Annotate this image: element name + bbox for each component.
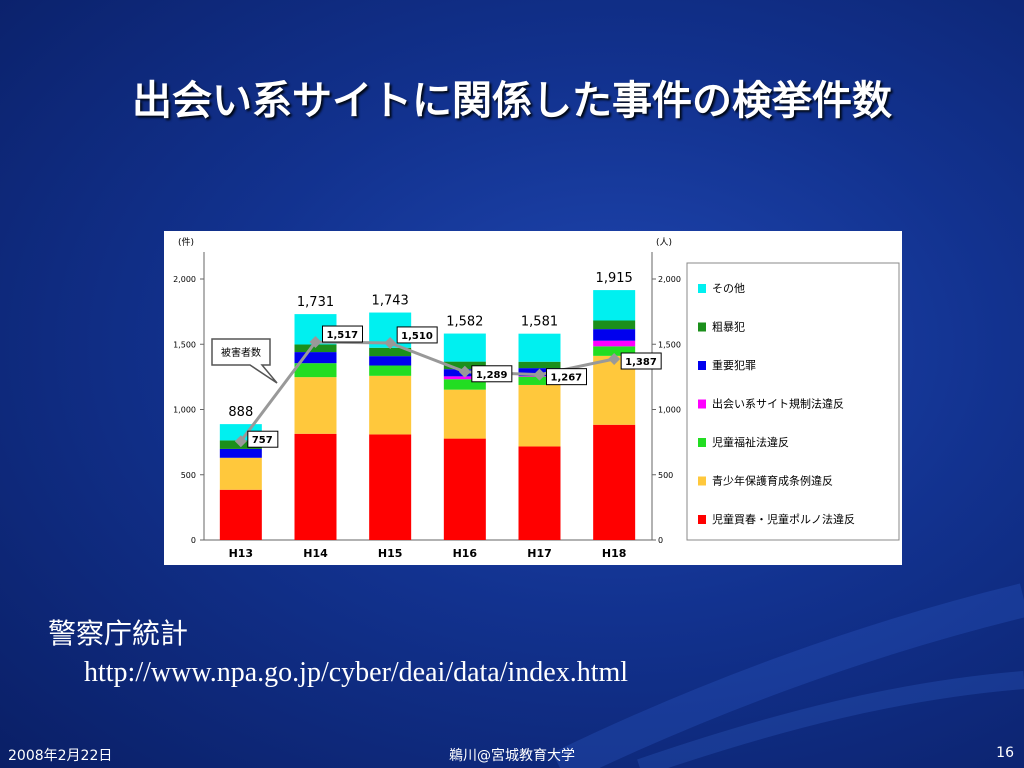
victims-point (533, 368, 546, 381)
bar-segment (518, 333, 561, 362)
y-tick-label-left: 1,000 (173, 406, 196, 415)
legend-label: その他 (712, 282, 745, 295)
y-tick-label-right: 1,500 (658, 340, 681, 349)
legend-label: 出会い系サイト規制法違反 (712, 397, 844, 411)
victims-label: 1,517 (327, 330, 359, 341)
bar-segment (443, 361, 486, 370)
victims-label-box (322, 325, 363, 343)
source-label: 警察庁統計 (48, 617, 189, 650)
bar-segment (443, 438, 486, 540)
victims-label-box (247, 430, 279, 448)
y-tick-label-right: 1,000 (658, 406, 681, 415)
bar-segment (294, 344, 337, 353)
bar-total-label: 1,582 (446, 315, 483, 330)
bar-segment (369, 347, 412, 357)
bar-segment (443, 389, 486, 439)
legend-swatch (698, 322, 706, 332)
x-tick-label: H17 (527, 547, 552, 560)
y-tick-label-left: 1,500 (173, 340, 196, 349)
bar-segment (593, 329, 636, 341)
page-number: 16 (996, 745, 1014, 761)
victims-label-box (546, 368, 587, 386)
bar-segment (518, 361, 561, 369)
victims-label-box (471, 365, 513, 383)
legend-swatch (698, 515, 706, 524)
y-tick-label-right: 2,000 (658, 275, 681, 284)
left-axis-unit: (件) (178, 236, 194, 248)
right-axis-unit: (人) (656, 237, 672, 248)
footer-author: 鵜川@宮城教育大学 (449, 748, 575, 764)
y-tick-label-left: 2,000 (173, 275, 196, 284)
legend-label: 青少年保護育成条例違反 (712, 474, 833, 488)
stacked-bar-chart: (件) (人) 0 0 500 500 1,000 1,000 1,500 1,500 2,000 2… (173, 236, 900, 560)
y-tick-label-left: 500 (181, 471, 196, 480)
legend-swatch (698, 476, 706, 486)
legend-swatch (698, 361, 706, 370)
legend-label: 粗暴犯 (712, 321, 745, 334)
bar-segment (593, 424, 636, 540)
victims-label-box (396, 326, 438, 344)
bar-total-label: 1,581 (521, 315, 558, 330)
bar-segment (219, 457, 262, 490)
source-url-link[interactable]: http://www.npa.go.jp/cyber/deai/data/ind… (84, 657, 629, 688)
bar-segment (518, 376, 561, 385)
x-tick-label: H14 (303, 547, 328, 560)
bar-segment (219, 448, 262, 458)
bar-segment (593, 290, 636, 321)
bar-segment (443, 376, 486, 380)
bar-segment (593, 340, 636, 347)
bar-segment (369, 434, 412, 540)
victims-label: 1,289 (476, 370, 508, 381)
bar-segment (294, 352, 337, 364)
victims-callout-label: 被害者数 (221, 346, 261, 359)
bar-total-label: 1,731 (297, 295, 334, 310)
legend-label: 児童福祉法違反 (712, 435, 789, 449)
footer-date: 2008年2月22日 (8, 748, 113, 764)
victims-label: 1,387 (625, 357, 657, 368)
bar-segment (294, 363, 337, 378)
x-tick-label: H16 (453, 547, 478, 560)
bar-segment (369, 365, 412, 376)
y-tick-label-left: 0 (191, 536, 196, 545)
x-tick-label: H13 (229, 547, 254, 560)
bar-segment (369, 356, 412, 366)
legend-label: 児童買春・児童ポルノ法違反 (712, 512, 855, 526)
bar-segment (443, 379, 486, 390)
chart-panel: (件) (人) 0 0 500 500 1,000 1,000 1,500 1,500 2,000 2… (164, 231, 902, 565)
bar-segment (593, 346, 636, 356)
bar-total-label: 888 (228, 405, 253, 420)
legend-label: 重要犯罪 (712, 358, 756, 372)
bar-segment (518, 446, 561, 540)
bar-segment (294, 377, 337, 434)
y-tick-label-right: 500 (658, 471, 673, 480)
bar-segment (294, 433, 337, 540)
victims-label-box (620, 352, 662, 370)
victims-label: 1,510 (401, 331, 433, 342)
bar-segment (219, 489, 262, 540)
legend-swatch (698, 399, 706, 409)
x-tick-label: H15 (378, 547, 403, 560)
legend-swatch (698, 438, 706, 447)
victims-point (608, 352, 621, 365)
victims-label: 1,267 (551, 373, 583, 384)
victims-point (234, 435, 247, 448)
bar-segment (369, 375, 412, 435)
legend-swatch (698, 284, 706, 293)
bar-segment (593, 320, 636, 330)
victims-point (309, 336, 322, 349)
slide-title: 出会い系サイトに関係した事件の検挙件数 (132, 78, 892, 124)
y-tick-label-right: 0 (658, 536, 663, 545)
victims-point (384, 336, 397, 349)
victims-label: 757 (252, 435, 273, 446)
victims-callout (211, 338, 278, 384)
bar-total-label: 1,743 (372, 294, 409, 309)
legend-box (686, 262, 900, 541)
bar-segment (443, 333, 486, 362)
bar-total-label: 1,915 (596, 271, 633, 286)
x-tick-label: H18 (602, 547, 627, 560)
victims-point (458, 365, 471, 378)
bar-segment (518, 384, 561, 447)
